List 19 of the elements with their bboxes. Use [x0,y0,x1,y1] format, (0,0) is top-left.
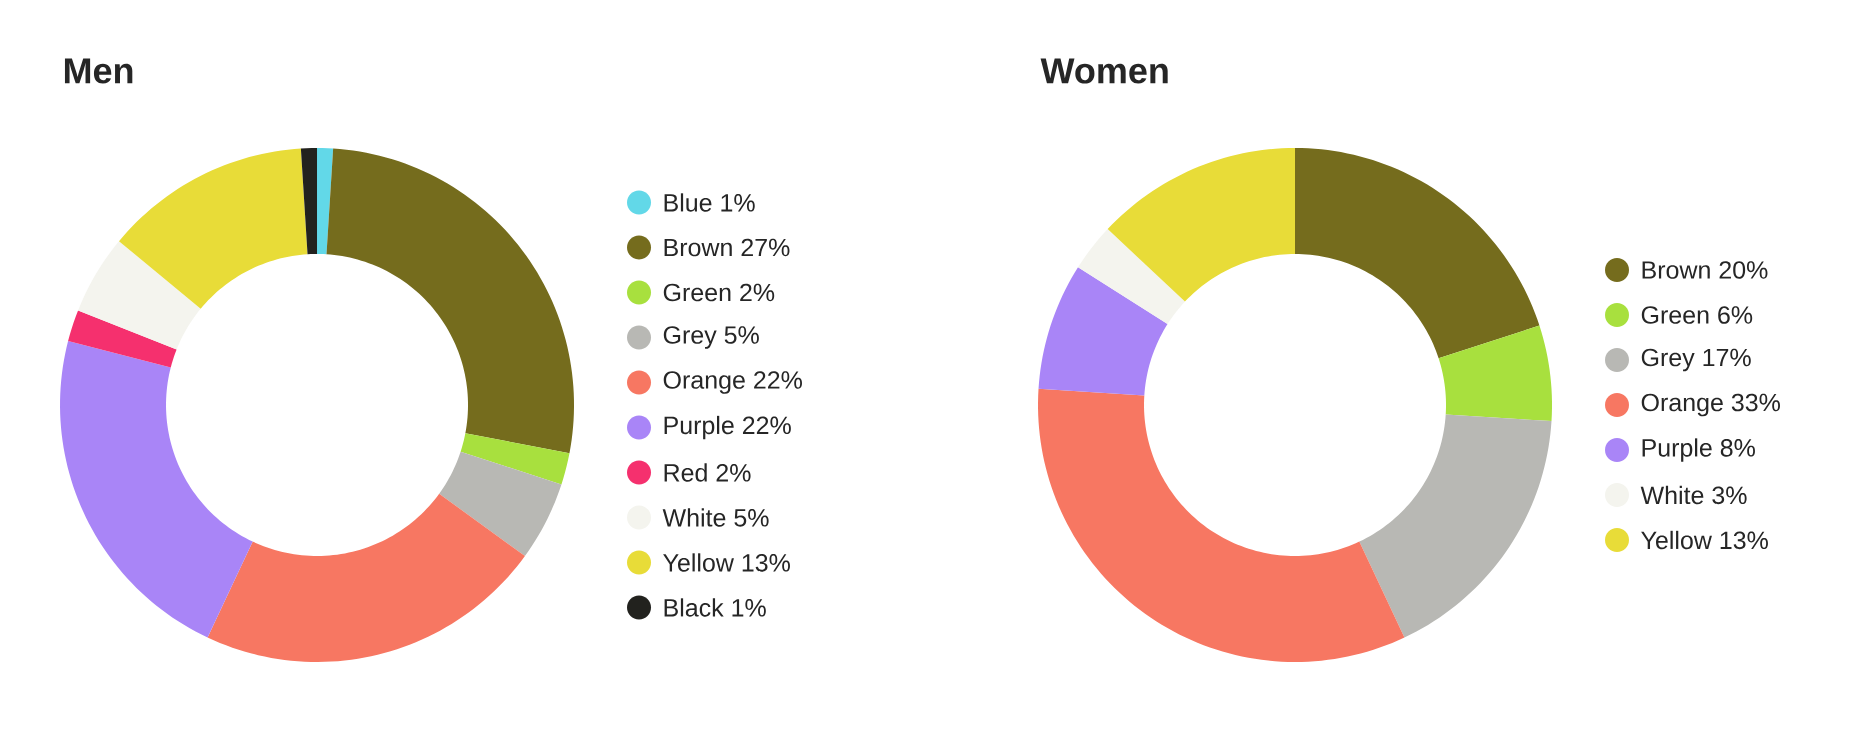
legend-label: Orange 22% [663,371,802,394]
legend-label: Red 2% [664,463,751,482]
legend-label: Yellow 13% [1641,530,1768,550]
chart-title: Men [64,58,133,84]
chart-title: Women [1040,58,1168,84]
legend-label: Orange 33% [1641,393,1780,417]
legend-label: Yellow 13% [663,553,790,572]
legend-label: White 3% [1640,485,1747,505]
legend-label: Green 2% [663,283,775,302]
legend-label: Purple 8% [1642,438,1755,462]
legend-label: Black 1% [664,598,766,617]
legend-label: Brown 27% [664,238,790,257]
legend-label: Grey 5% [663,326,759,349]
legend-label: Blue 1% [664,193,755,212]
legend-label: Brown 20% [1642,261,1768,279]
legend-label: Purple 22% [664,415,791,440]
legend-label: Green 6% [1641,306,1753,324]
legend-label: White 5% [662,508,769,527]
legend-label: Grey 17% [1641,348,1751,372]
